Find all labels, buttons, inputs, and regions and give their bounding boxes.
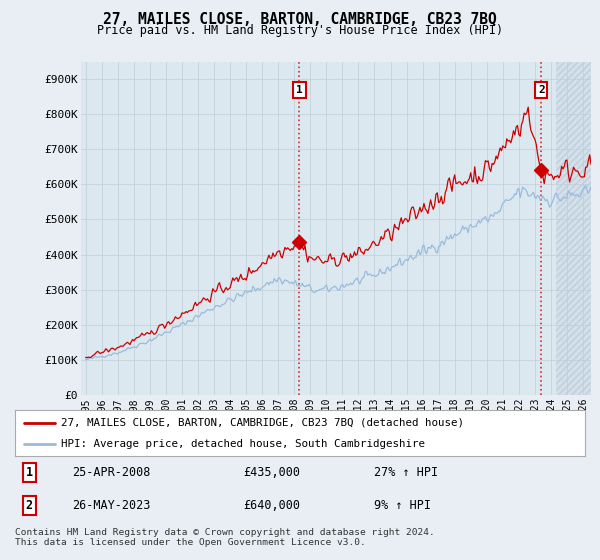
Text: 2: 2 (538, 85, 545, 95)
Text: £640,000: £640,000 (243, 500, 300, 512)
Text: 9% ↑ HPI: 9% ↑ HPI (374, 500, 431, 512)
Text: Price paid vs. HM Land Registry's House Price Index (HPI): Price paid vs. HM Land Registry's House … (97, 24, 503, 37)
Text: £435,000: £435,000 (243, 466, 300, 479)
Text: 27, MAILES CLOSE, BARTON, CAMBRIDGE, CB23 7BQ: 27, MAILES CLOSE, BARTON, CAMBRIDGE, CB2… (103, 12, 497, 27)
Text: 27, MAILES CLOSE, BARTON, CAMBRIDGE, CB23 7BQ (detached house): 27, MAILES CLOSE, BARTON, CAMBRIDGE, CB2… (61, 418, 464, 428)
Text: 2: 2 (26, 500, 33, 512)
Text: 27% ↑ HPI: 27% ↑ HPI (374, 466, 438, 479)
Text: HPI: Average price, detached house, South Cambridgeshire: HPI: Average price, detached house, Sout… (61, 439, 425, 449)
Text: 1: 1 (26, 466, 33, 479)
Text: 25-APR-2008: 25-APR-2008 (72, 466, 151, 479)
Bar (556, 62, 591, 395)
Text: Contains HM Land Registry data © Crown copyright and database right 2024.
This d: Contains HM Land Registry data © Crown c… (15, 528, 435, 547)
Text: 26-MAY-2023: 26-MAY-2023 (72, 500, 151, 512)
Text: 1: 1 (296, 85, 303, 95)
Bar (556, 62, 591, 395)
